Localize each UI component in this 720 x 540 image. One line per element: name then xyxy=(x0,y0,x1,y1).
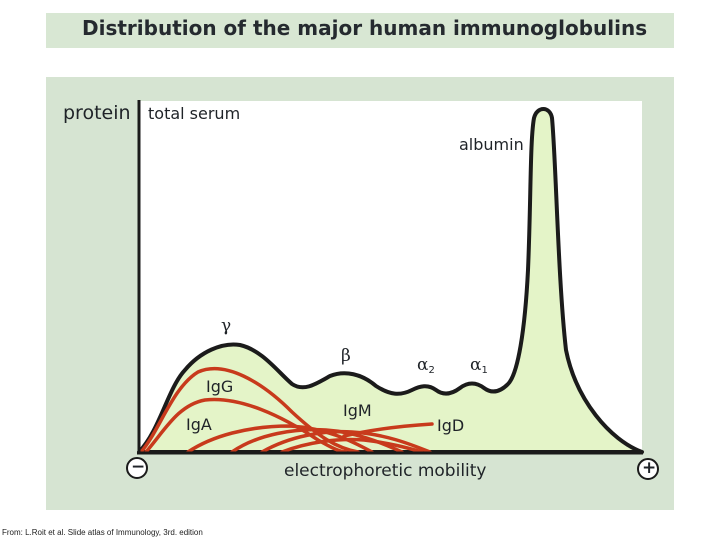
x-axis-label: electrophoretic mobility xyxy=(284,461,487,481)
y-axis-label: protein xyxy=(63,102,131,124)
alpha2-label: α2 xyxy=(417,357,435,376)
alpha2-symbol: α xyxy=(417,355,429,375)
minus-pole-icon xyxy=(126,457,148,479)
albumin-label: albumin xyxy=(459,135,524,154)
igd-pointer xyxy=(342,422,434,438)
immunoglobulin-curves xyxy=(139,366,434,454)
total-serum-label: total serum xyxy=(148,104,241,123)
minus-sign: − xyxy=(131,457,146,477)
igd-label: IgD xyxy=(437,416,465,435)
title-bar: Distribution of the major human immunogl… xyxy=(46,13,674,48)
alpha1-symbol: α xyxy=(470,355,482,375)
plus-pole-icon xyxy=(637,458,659,480)
page-title: Distribution of the major human immunogl… xyxy=(82,16,648,40)
beta-label: β xyxy=(341,346,351,366)
total-serum-curve xyxy=(137,107,644,454)
igg-curve-inner xyxy=(144,397,348,454)
iga-label: IgA xyxy=(186,415,212,434)
source-credit: From: L.Roit et al. Slide atlas of Immun… xyxy=(2,528,203,537)
gamma-label: γ xyxy=(221,316,232,336)
plus-sign: + xyxy=(642,458,657,478)
igd-curve xyxy=(280,437,424,454)
igm-label: IgM xyxy=(343,401,372,420)
igg-curve xyxy=(139,366,360,454)
igg-label: IgG xyxy=(206,377,234,396)
alpha2-subscript: 2 xyxy=(428,365,435,376)
alpha1-label: α1 xyxy=(470,357,488,376)
alpha1-subscript: 1 xyxy=(481,365,488,376)
igm-curve-outer xyxy=(260,429,432,454)
